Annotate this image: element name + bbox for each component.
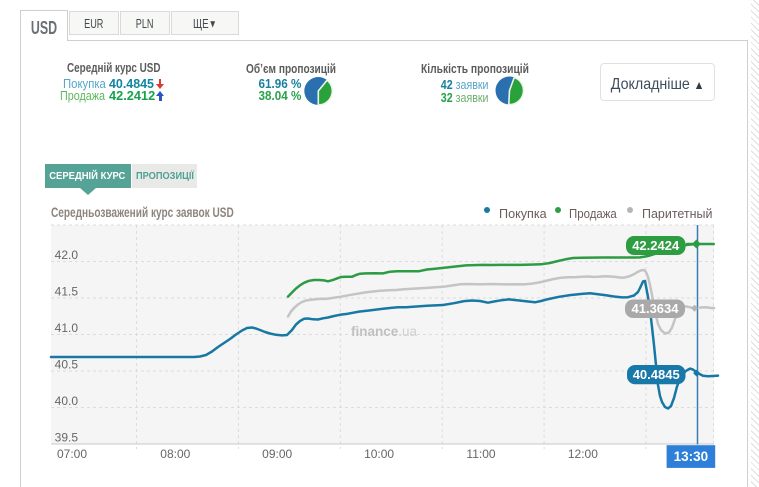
svg-text:41.0: 41.0	[55, 321, 79, 335]
svg-text:13:30: 13:30	[674, 448, 709, 464]
svg-text:40.5: 40.5	[55, 358, 79, 372]
svg-text:10:00: 10:00	[364, 447, 394, 461]
svg-text:40.0: 40.0	[55, 394, 79, 408]
svg-text:41.3634: 41.3634	[632, 301, 680, 316]
svg-text:08:00: 08:00	[160, 447, 190, 461]
svg-text:07:00: 07:00	[57, 447, 87, 461]
svg-text:41.5: 41.5	[55, 285, 79, 299]
svg-text:40.4845: 40.4845	[633, 367, 680, 382]
svg-text:12:00: 12:00	[568, 447, 598, 461]
svg-text:42.2424: 42.2424	[632, 238, 680, 253]
svg-text:09:00: 09:00	[262, 447, 292, 461]
svg-text:finance.ua: finance.ua	[351, 324, 418, 339]
svg-text:39.5: 39.5	[55, 431, 79, 445]
svg-text:42.0: 42.0	[55, 248, 79, 262]
svg-text:11:00: 11:00	[466, 447, 495, 461]
